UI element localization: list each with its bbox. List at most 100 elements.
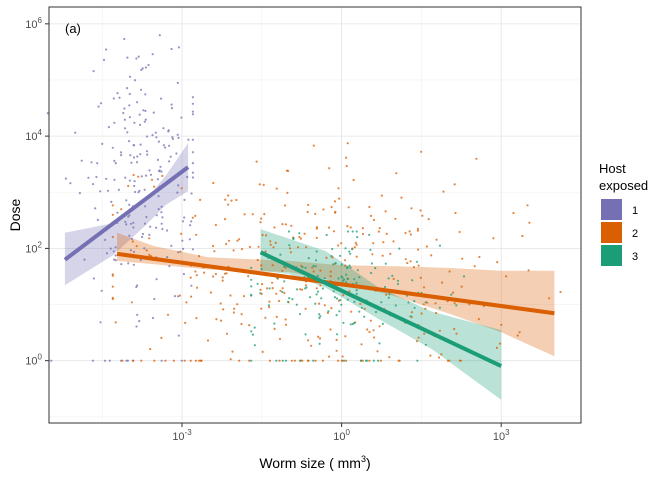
data-point-host-3 <box>424 343 427 346</box>
data-point-host-2 <box>145 249 148 252</box>
data-point-host-2 <box>361 232 365 236</box>
data-point-host-2 <box>230 199 233 202</box>
data-point-host-2 <box>284 223 287 226</box>
data-point-host-3 <box>387 296 390 299</box>
data-point-host-2 <box>248 245 251 249</box>
data-point-host-2 <box>260 307 263 310</box>
data-point-host-3 <box>314 265 317 268</box>
data-point-host-2 <box>455 332 458 335</box>
data-point-host-1 <box>180 116 183 119</box>
data-point-host-2 <box>361 227 364 230</box>
data-point-host-2 <box>317 335 320 338</box>
data-point-host-2 <box>389 252 392 255</box>
data-point-host-3 <box>355 230 358 233</box>
data-point-host-1 <box>74 131 77 134</box>
data-point-host-2 <box>284 204 287 207</box>
data-point-host-3 <box>394 304 397 307</box>
data-point-host-3 <box>340 303 343 306</box>
data-point-host-2 <box>548 297 551 300</box>
data-point-host-3 <box>275 359 278 362</box>
data-point-host-2 <box>275 315 278 318</box>
data-point-host-1 <box>168 265 171 268</box>
data-point-host-2 <box>235 198 238 202</box>
data-point-host-1 <box>143 247 146 250</box>
data-point-host-1 <box>167 129 170 132</box>
data-point-host-2 <box>518 331 521 334</box>
tick-base: 10 <box>25 356 37 368</box>
x-tick-label: 100 <box>333 428 350 443</box>
legend-keys: 1 2 3 <box>601 199 638 266</box>
data-point-host-2 <box>368 330 371 334</box>
data-point-host-1 <box>191 96 194 99</box>
data-point-host-2 <box>275 292 278 295</box>
data-point-host-3 <box>333 296 337 299</box>
data-point-host-2 <box>212 181 215 185</box>
data-point-host-2 <box>419 276 422 279</box>
data-point-host-2 <box>304 307 307 310</box>
data-point-host-2 <box>424 307 427 310</box>
data-point-host-2 <box>242 295 246 298</box>
data-point-host-3 <box>355 281 358 284</box>
data-point-host-2 <box>266 287 269 290</box>
data-point-host-1 <box>191 110 194 113</box>
data-point-host-1 <box>169 155 172 158</box>
data-point-host-1 <box>96 218 99 221</box>
data-point-host-3 <box>374 267 377 270</box>
data-point-host-2 <box>198 359 201 362</box>
data-point-host-2 <box>293 359 296 362</box>
data-point-host-3 <box>332 263 335 266</box>
data-point-host-2 <box>214 272 217 276</box>
data-point-host-3 <box>387 277 390 280</box>
data-point-host-3 <box>337 277 340 280</box>
fit-lines <box>63 165 555 368</box>
data-point-host-1 <box>112 97 115 100</box>
data-point-host-1 <box>147 63 150 67</box>
data-point-host-2 <box>381 254 384 257</box>
data-point-host-2 <box>342 294 345 297</box>
data-point-host-2 <box>329 270 332 273</box>
data-point-host-1 <box>99 321 102 324</box>
data-point-host-1 <box>136 101 139 104</box>
data-point-host-1 <box>109 247 112 250</box>
data-point-host-2 <box>248 324 251 327</box>
data-point-host-2 <box>312 144 315 147</box>
data-point-host-3 <box>281 359 284 362</box>
data-point-host-3 <box>349 323 352 326</box>
data-point-host-2 <box>268 306 271 309</box>
data-point-host-3 <box>298 359 302 362</box>
data-point-host-3 <box>368 233 371 236</box>
data-point-host-3 <box>268 287 271 290</box>
data-point-host-2 <box>219 319 223 322</box>
data-point-host-2 <box>274 241 277 244</box>
data-point-host-2 <box>166 313 170 316</box>
data-point-host-1 <box>136 155 139 158</box>
data-point-host-2 <box>495 346 498 349</box>
data-point-host-1 <box>138 320 141 323</box>
data-point-host-1 <box>157 195 160 198</box>
data-point-host-2 <box>240 322 243 326</box>
data-point-host-1 <box>160 205 163 208</box>
data-point-host-3 <box>291 298 294 301</box>
legend: Host exposed 1 2 3 <box>599 161 648 266</box>
data-point-host-1 <box>177 136 180 139</box>
data-point-host-2 <box>346 142 349 145</box>
data-point-host-2 <box>164 359 167 362</box>
data-point-host-1 <box>191 171 194 174</box>
data-point-host-2 <box>373 336 376 339</box>
data-point-host-2 <box>361 359 364 362</box>
data-point-host-1 <box>120 154 123 157</box>
data-point-host-3 <box>251 333 254 336</box>
legend-label-host-1: 1 <box>632 205 638 217</box>
data-point-host-2 <box>496 261 499 264</box>
data-point-host-2 <box>345 359 348 362</box>
data-point-host-3 <box>253 326 256 329</box>
data-point-host-2 <box>194 214 197 217</box>
data-point-host-1 <box>135 325 138 328</box>
data-point-host-3 <box>358 276 361 279</box>
data-point-host-2 <box>410 311 413 314</box>
data-point-host-1 <box>166 256 169 259</box>
data-point-host-2 <box>419 209 422 212</box>
data-point-host-2 <box>194 359 197 362</box>
data-point-host-1 <box>153 297 156 301</box>
data-point-host-3 <box>250 293 253 296</box>
